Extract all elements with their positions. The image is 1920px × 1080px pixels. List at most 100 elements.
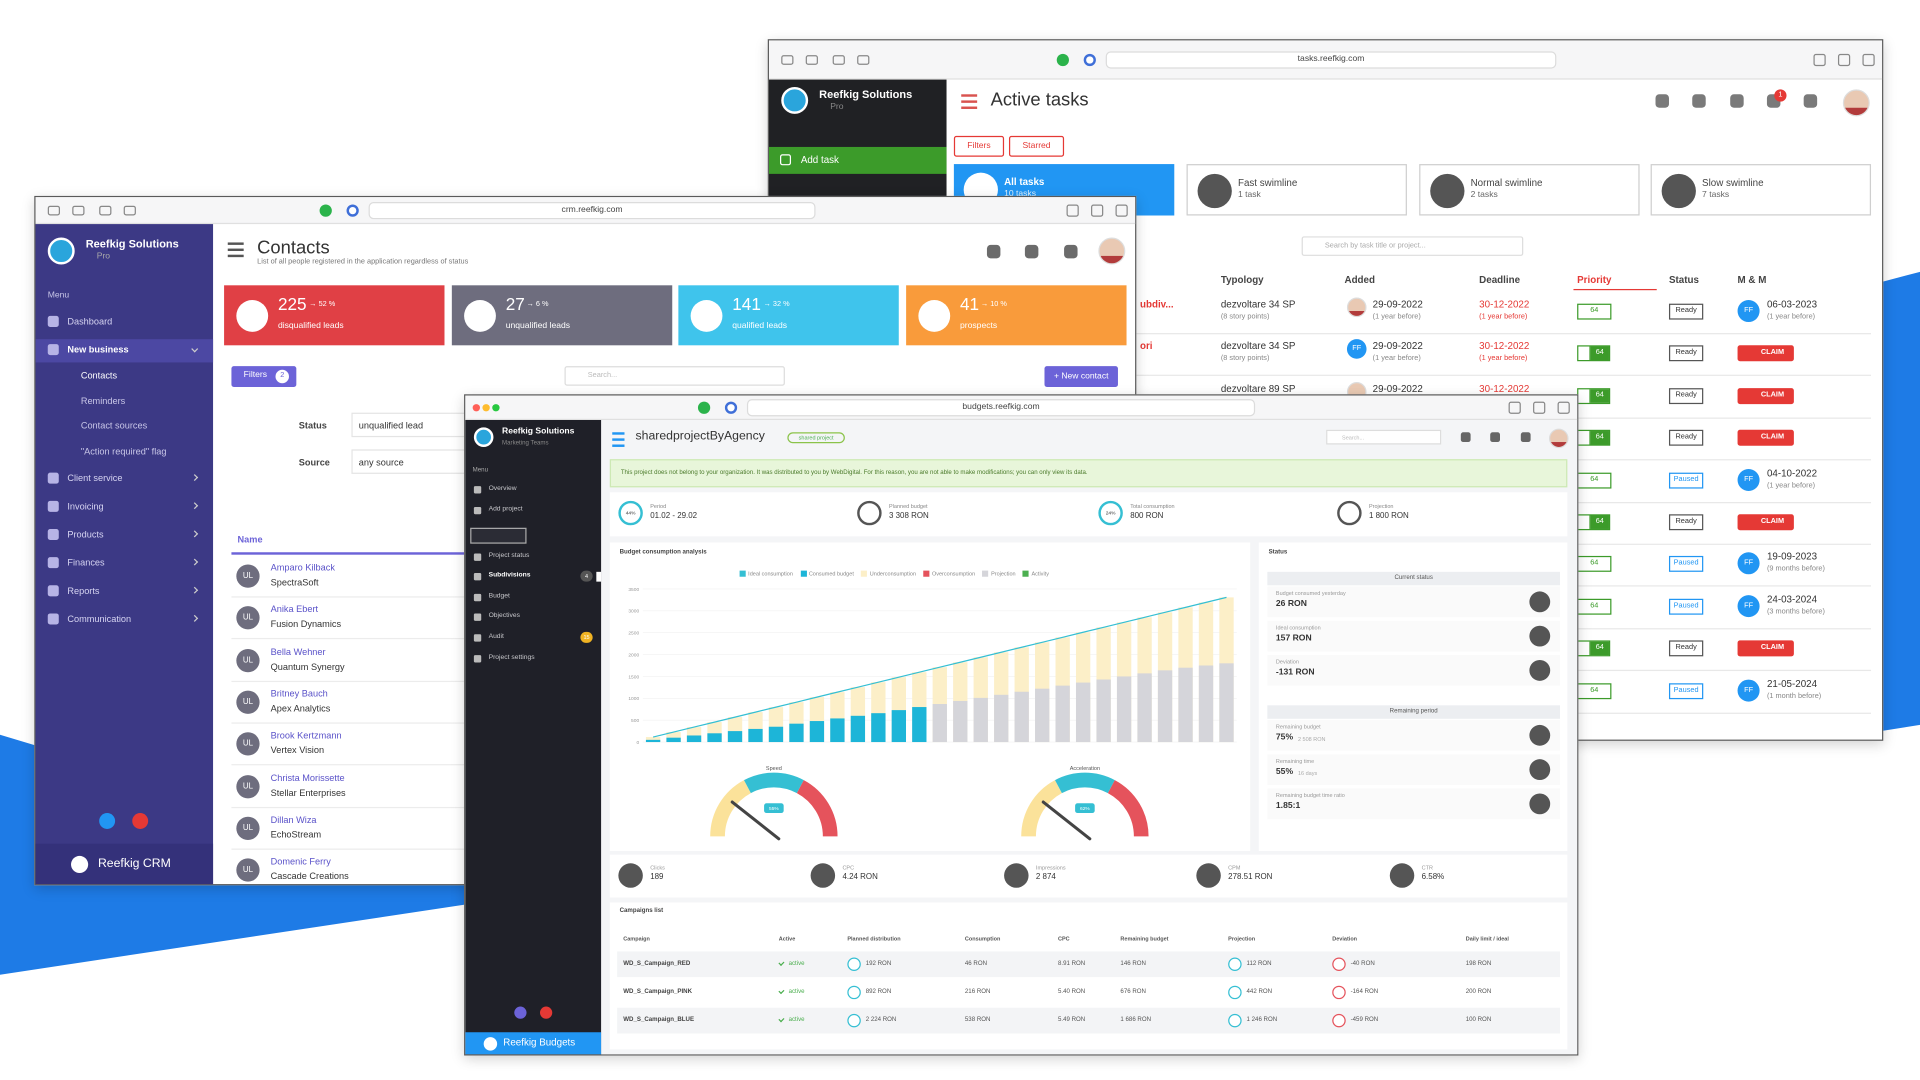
campaign-name[interactable]: WD_S_Campaign_BLUE bbox=[623, 1016, 695, 1024]
submenu-item[interactable]: Contact sources bbox=[80, 420, 148, 432]
campaign-column-header[interactable]: Planned distribution bbox=[847, 935, 901, 942]
column-header[interactable]: Status bbox=[1668, 274, 1699, 286]
campaign-column-header[interactable]: Remaining budget bbox=[1120, 935, 1169, 942]
toolbar-icon[interactable] bbox=[1066, 204, 1079, 217]
column-header[interactable]: Deadline bbox=[1479, 274, 1521, 286]
menu-icon[interactable] bbox=[612, 432, 625, 435]
header-icon[interactable] bbox=[1730, 94, 1744, 108]
campaign-column-header[interactable]: CPC bbox=[1057, 935, 1070, 942]
menu-icon[interactable] bbox=[961, 100, 978, 103]
header-icon[interactable] bbox=[1803, 94, 1818, 108]
contact-name[interactable]: Bella Wehner bbox=[270, 646, 326, 658]
menu-item[interactable]: Audit bbox=[488, 633, 504, 641]
menu-icon[interactable] bbox=[961, 106, 978, 109]
name-column-header[interactable]: Name bbox=[237, 533, 263, 545]
header-icon[interactable] bbox=[1460, 432, 1471, 443]
filters-button[interactable]: Filters 2 bbox=[231, 366, 297, 387]
contact-name[interactable]: Domenic Ferry bbox=[270, 856, 331, 868]
swimlane-card[interactable]: Slow swimline 7 tasks bbox=[1650, 164, 1872, 216]
legend-item[interactable]: Projection bbox=[982, 570, 1016, 577]
toolbar-icon[interactable] bbox=[1508, 401, 1521, 414]
menu-item[interactable]: Communication bbox=[67, 613, 132, 625]
submenu-item[interactable]: "Action required" flag bbox=[80, 445, 167, 457]
header-icon[interactable] bbox=[1064, 244, 1078, 259]
claim-button[interactable]: CLAIM bbox=[1737, 430, 1794, 446]
column-header[interactable]: Typology bbox=[1220, 274, 1264, 286]
campaign-name[interactable]: WD_S_Campaign_RED bbox=[623, 960, 691, 968]
campaign-column-header[interactable]: Projection bbox=[1228, 935, 1256, 942]
menu-item[interactable]: Products bbox=[67, 528, 104, 541]
column-header[interactable]: Added bbox=[1344, 274, 1375, 286]
claim-button[interactable]: CLAIM bbox=[1737, 514, 1794, 531]
add-task-button[interactable]: Add task bbox=[768, 146, 947, 174]
menu-item[interactable]: Finances bbox=[67, 557, 105, 569]
contact-name[interactable]: Amparo Kilback bbox=[270, 562, 335, 574]
stat-card[interactable]: 141 → 32 % qualified leads bbox=[678, 285, 899, 346]
menu-icon[interactable] bbox=[227, 242, 244, 245]
search-box[interactable]: Search by task title or project... bbox=[1301, 236, 1524, 256]
toolbar-icon[interactable] bbox=[1837, 53, 1851, 67]
claim-button[interactable]: CLAIM bbox=[1737, 640, 1794, 657]
submenu-item[interactable]: Reminders bbox=[80, 394, 126, 406]
menu-item[interactable]: Project settings bbox=[488, 653, 535, 662]
contact-name[interactable]: Britney Bauch bbox=[270, 688, 328, 700]
legend-item[interactable]: Consumed budget bbox=[800, 570, 854, 577]
menu-icon[interactable] bbox=[227, 248, 244, 252]
menu-item[interactable]: Overview bbox=[488, 484, 517, 493]
swimlane-card[interactable]: Normal swimline 2 tasks bbox=[1419, 164, 1640, 216]
header-icon[interactable] bbox=[1024, 244, 1039, 259]
filters-button[interactable]: Filters bbox=[953, 135, 1005, 157]
campaign-column-header[interactable]: Campaign bbox=[623, 935, 650, 942]
campaign-column-header[interactable]: Active bbox=[778, 935, 796, 942]
search-box[interactable]: Search... bbox=[1326, 429, 1442, 445]
menu-item[interactable]: Client service bbox=[67, 472, 123, 484]
claim-button[interactable]: CLAIM bbox=[1737, 387, 1794, 404]
menu-item[interactable]: Project status bbox=[488, 552, 530, 560]
menu-item[interactable]: Subdivisions bbox=[488, 571, 531, 580]
starred-button[interactable]: Starred bbox=[1008, 135, 1065, 157]
header-icon[interactable] bbox=[1655, 94, 1669, 108]
submenu-item[interactable]: Contacts bbox=[80, 369, 118, 381]
legend-item[interactable]: Overconsumption bbox=[923, 570, 975, 577]
menu-item[interactable]: Budget bbox=[488, 592, 510, 601]
menu-item[interactable]: New business bbox=[67, 344, 129, 356]
stat-card[interactable]: 225 → 52 % disqualified leads bbox=[224, 285, 445, 346]
legend-item[interactable]: Ideal consumption bbox=[739, 570, 793, 577]
campaign-column-header[interactable]: Consumption bbox=[964, 935, 1001, 942]
menu-item[interactable]: Reports bbox=[67, 585, 100, 597]
claim-button[interactable]: CLAIM bbox=[1737, 345, 1794, 362]
menu-icon[interactable] bbox=[227, 254, 244, 258]
toolbar-icon[interactable] bbox=[1115, 204, 1128, 217]
legend-item[interactable]: Activity bbox=[1022, 570, 1049, 577]
menu-icon[interactable] bbox=[612, 438, 625, 441]
header-icon[interactable] bbox=[1490, 432, 1501, 443]
stat-card[interactable]: 41 → 10 % prospects bbox=[906, 285, 1127, 346]
menu-item[interactable]: Objectives bbox=[488, 612, 521, 620]
contact-name[interactable]: Anika Ebert bbox=[270, 604, 319, 616]
menu-icon[interactable] bbox=[612, 444, 625, 447]
toolbar-icon[interactable] bbox=[1091, 204, 1104, 217]
search-box[interactable]: Search... bbox=[564, 366, 785, 386]
toolbar-icon[interactable] bbox=[1862, 53, 1875, 67]
new-contact-button[interactable]: + New contact bbox=[1044, 366, 1118, 387]
contact-name[interactable]: Dillan Wiza bbox=[270, 814, 317, 826]
menu-icon[interactable] bbox=[961, 94, 978, 97]
menu-item[interactable]: Add project bbox=[488, 505, 523, 514]
column-header[interactable]: M & M bbox=[1737, 274, 1767, 286]
legend-item[interactable]: Underconsumption bbox=[861, 570, 916, 577]
campaign-name[interactable]: WD_S_Campaign_PINK bbox=[623, 988, 692, 996]
header-icon[interactable] bbox=[986, 244, 1001, 259]
contact-name[interactable]: Christa Morissette bbox=[270, 772, 345, 784]
toolbar-icon[interactable] bbox=[1533, 401, 1546, 414]
campaign-column-header[interactable]: Deviation bbox=[1332, 935, 1358, 942]
campaign-column-header[interactable]: Daily limit / ideal bbox=[1465, 935, 1509, 942]
menu-item[interactable]: Invoicing bbox=[67, 500, 104, 512]
toolbar-icon[interactable] bbox=[1813, 53, 1826, 67]
address-bar[interactable]: crm.reefkig.com bbox=[368, 202, 816, 220]
toolbar-icon[interactable] bbox=[1557, 401, 1570, 414]
menu-item[interactable]: Dashboard bbox=[67, 315, 113, 327]
swimlane-card[interactable]: Fast swimline 1 task bbox=[1186, 164, 1407, 216]
address-bar[interactable]: tasks.reefkig.com bbox=[1105, 51, 1557, 69]
header-icon[interactable] bbox=[1692, 94, 1706, 108]
column-header[interactable]: Priority bbox=[1577, 274, 1612, 286]
